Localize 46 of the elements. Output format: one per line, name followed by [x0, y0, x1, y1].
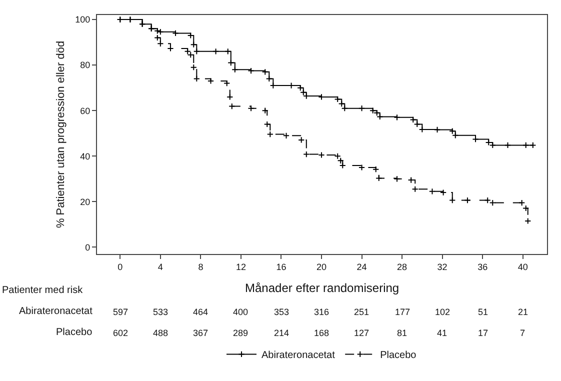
x-tick-label: 0 [118, 262, 123, 272]
text: 51 [478, 307, 488, 317]
x-tick-label: 12 [236, 262, 246, 272]
text: 81 [397, 328, 408, 338]
x-tick-label: 36 [478, 262, 488, 272]
y-axis-title: % Patienter utan progression eller död [54, 40, 67, 228]
text: 7 [520, 328, 526, 338]
x-tick-label: 40 [518, 262, 528, 272]
y-tick-label: 20 [80, 196, 90, 207]
legend-label: Abirateronacetat [262, 350, 336, 362]
text: 177 [395, 307, 410, 317]
text: Placebo [56, 327, 93, 338]
text: 316 [314, 307, 330, 317]
text: 127 [354, 328, 370, 338]
text: 602 [113, 328, 128, 338]
text: Abirateronacetat [19, 306, 93, 317]
text: 353 [274, 307, 290, 317]
x-tick-label: 28 [397, 262, 408, 272]
y-tick-label: 80 [80, 60, 90, 70]
text: 168 [314, 328, 330, 338]
text: 464 [193, 307, 208, 317]
text: 400 [233, 307, 248, 317]
legend-label: Placebo [380, 350, 417, 362]
text: 367 [193, 328, 208, 338]
y-tick-label: 100 [75, 14, 90, 25]
text: 488 [153, 328, 168, 338]
y-tick-label: 40 [80, 151, 90, 162]
x-axis-title: Månader efter randomisering [245, 281, 400, 295]
text: 41 [437, 328, 448, 338]
text: 21 [518, 307, 528, 317]
text: 289 [233, 328, 248, 338]
text: 17 [478, 328, 488, 338]
x-tick-label: 32 [437, 262, 448, 272]
text: 102 [435, 307, 450, 317]
text: Patienter med risk [2, 285, 84, 296]
text: 214 [274, 328, 290, 338]
y-tick-label: 0 [85, 242, 90, 252]
x-tick-label: 4 [158, 262, 163, 272]
x-tick-label: 16 [276, 262, 286, 272]
text: 533 [153, 307, 168, 317]
text: 597 [113, 307, 128, 317]
x-tick-label: 20 [316, 262, 327, 272]
y-tick-label: 60 [80, 106, 90, 116]
x-tick-label: 24 [356, 262, 367, 272]
x-tick-label: 8 [198, 262, 204, 272]
text: 251 [354, 307, 370, 317]
